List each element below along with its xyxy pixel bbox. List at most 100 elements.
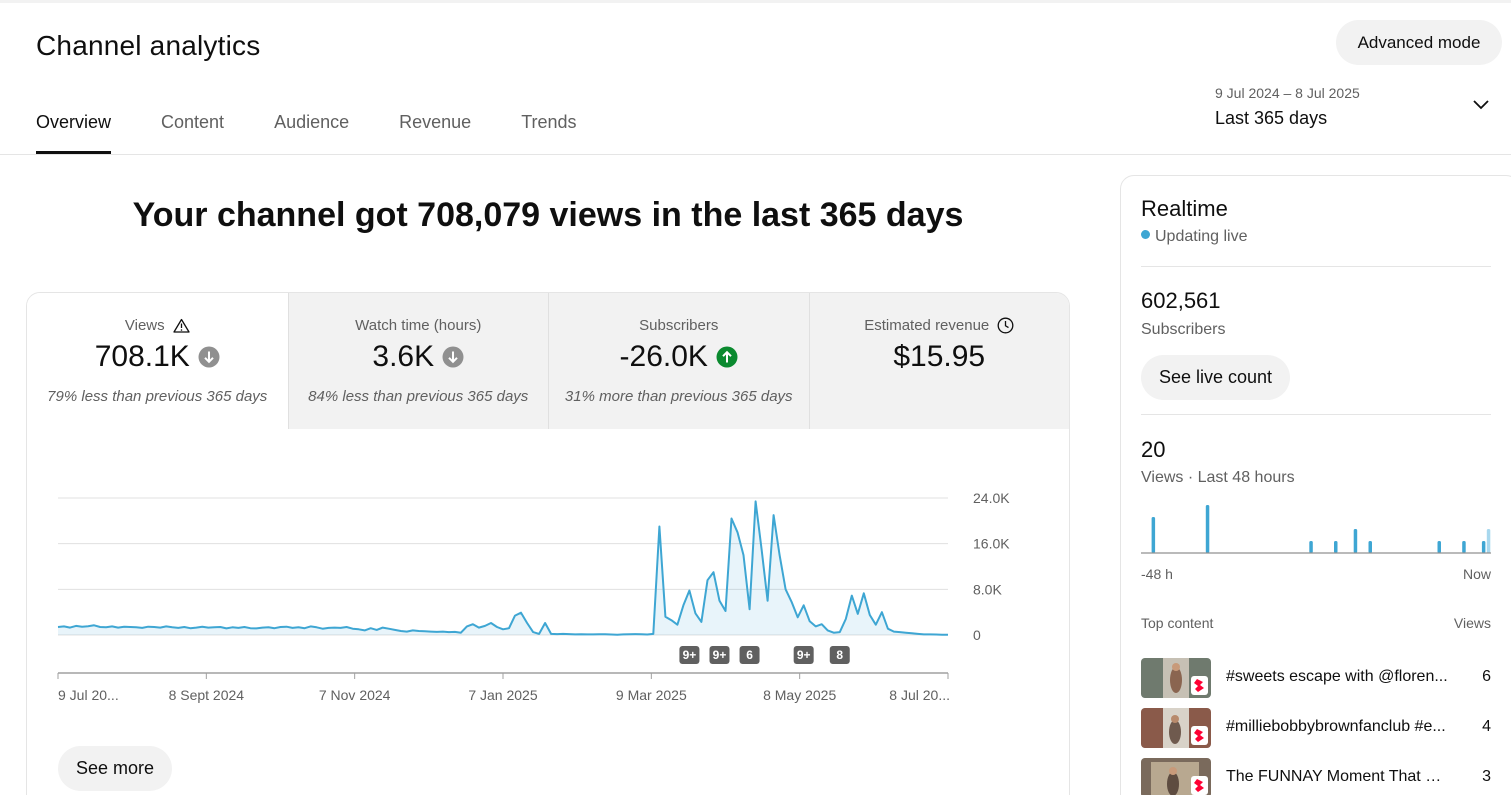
see-live-count-button[interactable]: See live count: [1141, 355, 1290, 400]
realtime-bar: [1309, 541, 1313, 553]
x-tick-label: 8 Sept 2024: [169, 687, 245, 703]
live-status-text: Updating live: [1155, 228, 1248, 245]
tab-divider: [0, 154, 1511, 155]
realtime-bar: [1486, 529, 1491, 553]
metric-label: Watch time (hours): [355, 317, 482, 334]
realtime-bar: [1334, 541, 1338, 553]
subscriber-label: Subscribers: [1141, 321, 1226, 338]
video-title: The FUNNAY Moment That W...: [1226, 768, 1451, 785]
advanced-mode-button[interactable]: Advanced mode: [1336, 20, 1502, 65]
see-more-button[interactable]: See more: [58, 746, 172, 791]
video-title: #milliebobbybrownfanclub #e...: [1226, 718, 1446, 735]
annotation-marker: [829, 646, 850, 664]
metric-label: Views: [124, 317, 165, 334]
annotation-label: 6: [746, 648, 753, 662]
series-area: [58, 501, 948, 635]
realtime-views-chart[interactable]: [1141, 496, 1491, 556]
metric-value: -26.0K: [619, 340, 708, 373]
divider: [1141, 414, 1491, 415]
metric-estimated-revenue[interactable]: Estimated revenue $15.95: [808, 293, 1069, 429]
top-content-item[interactable]: The FUNNAY Moment That W... 3: [1141, 758, 1491, 795]
live-status: Updating live: [1141, 228, 1248, 246]
clock-icon: [997, 317, 1014, 334]
arrow-down-circle-icon: [198, 346, 220, 368]
realtime-bar: [1205, 505, 1210, 553]
y-tick-label: 0: [973, 627, 981, 643]
video-thumbnail: [1141, 658, 1211, 698]
views-column-label: Views: [1453, 615, 1491, 631]
x-tick-label: 7 Jan 2025: [468, 687, 537, 703]
mini-axis-start: -48 h: [1141, 566, 1173, 582]
metric-tabs: Views 708.1K 79% less than previous 365 …: [27, 293, 1069, 429]
annotation-marker: [709, 646, 730, 664]
realtime-bar: [1437, 541, 1441, 553]
views-headline: Your channel got 708,079 views in the la…: [132, 196, 964, 234]
annotation-label: 8: [836, 648, 843, 662]
warning-icon: [172, 318, 190, 333]
annotation-label: 9+: [683, 648, 697, 662]
realtime-views-count: 20: [1141, 437, 1166, 462]
annotation-label: 9+: [713, 648, 727, 662]
metric-note: 79% less than previous 365 days: [47, 388, 268, 405]
tab-audience[interactable]: Audience: [274, 112, 350, 132]
annotation-marker: [739, 646, 760, 664]
video-thumbnail: [1141, 758, 1211, 795]
y-tick-label: 24.0K: [973, 490, 1010, 506]
x-tick-label: 7 Nov 2024: [319, 687, 391, 703]
metric-label: Subscribers: [639, 317, 719, 334]
tab-bar: Overview Content Audience Revenue Trends: [36, 112, 627, 155]
video-views: 3: [1482, 768, 1491, 785]
series-line: [57, 500, 949, 636]
annotation-marker: [793, 646, 814, 664]
realtime-bar: [1368, 541, 1372, 553]
y-tick-label: 16.0K: [973, 536, 1010, 552]
arrow-up-circle-icon: [716, 346, 738, 368]
date-range-text: 9 Jul 2024 – 8 Jul 2025: [1215, 85, 1360, 101]
tab-overview[interactable]: Overview: [36, 112, 112, 154]
date-range-picker[interactable]: 9 Jul 2024 – 8 Jul 2025 Last 365 days: [1215, 85, 1495, 135]
annotation-marker: [679, 646, 700, 664]
metric-note: 84% less than previous 365 days: [308, 388, 529, 405]
video-thumbnail: [1141, 708, 1211, 748]
tab-revenue[interactable]: Revenue: [399, 112, 472, 132]
video-title: #sweets escape with @floren...: [1226, 668, 1448, 685]
realtime-panel: Realtime Updating live 602,561 Subscribe…: [1120, 175, 1511, 795]
top-content-item[interactable]: #sweets escape with @floren... 6: [1141, 658, 1491, 700]
x-tick-label: 8 Jul 20...: [889, 687, 950, 703]
tab-trends[interactable]: Trends: [521, 112, 577, 132]
metric-note: 31% more than previous 365 days: [564, 388, 793, 405]
views-chart[interactable]: 24.0K 16.0K 8.0K 0 9 Jul 20... 8 Sept 2024 7 N…: [27, 429, 1070, 729]
metric-value: $15.95: [893, 340, 986, 373]
realtime-bar: [1353, 529, 1358, 553]
metric-label: Estimated revenue: [864, 317, 990, 334]
realtime-bar: [1151, 517, 1156, 553]
top-content-label: Top content: [1141, 615, 1214, 631]
mini-axis-end: Now: [1462, 566, 1491, 582]
video-views: 4: [1482, 718, 1491, 735]
overview-card: Views 708.1K 79% less than previous 365 …: [26, 292, 1070, 795]
x-tick-label: 8 May 2025: [763, 687, 836, 703]
realtime-bar: [1481, 541, 1486, 553]
live-dot-icon: [1141, 229, 1150, 239]
tab-content[interactable]: Content: [161, 112, 225, 132]
subscriber-count: 602,561: [1141, 288, 1221, 313]
top-border: [0, 0, 1511, 3]
x-tick-label: 9 Mar 2025: [616, 687, 687, 703]
top-content-item[interactable]: #milliebobbybrownfanclub #e... 4: [1141, 708, 1491, 750]
realtime-views-label: Views · Last 48 hours: [1141, 469, 1295, 486]
metric-subscribers[interactable]: Subscribers -26.0K 31% more than previou…: [548, 293, 809, 429]
metric-views[interactable]: Views 708.1K 79% less than previous 365 …: [27, 293, 288, 429]
page-title: Channel analytics: [36, 30, 261, 61]
y-tick-label: 8.0K: [973, 581, 1002, 597]
arrow-down-circle-icon: [442, 346, 464, 368]
x-tick-label: 9 Jul 20...: [58, 687, 119, 703]
metric-value: 708.1K: [94, 340, 190, 373]
top-content-header: Top content Views: [1141, 615, 1491, 631]
divider: [1141, 266, 1491, 267]
chevron-down-icon: [1473, 100, 1489, 110]
metric-watch-time[interactable]: Watch time (hours) 3.6K 84% less than pr…: [287, 293, 548, 429]
date-range-preset: Last 365 days: [1215, 108, 1328, 128]
metric-value: 3.6K: [372, 340, 435, 373]
annotation-label: 9+: [797, 648, 811, 662]
realtime-bar: [1462, 541, 1466, 553]
